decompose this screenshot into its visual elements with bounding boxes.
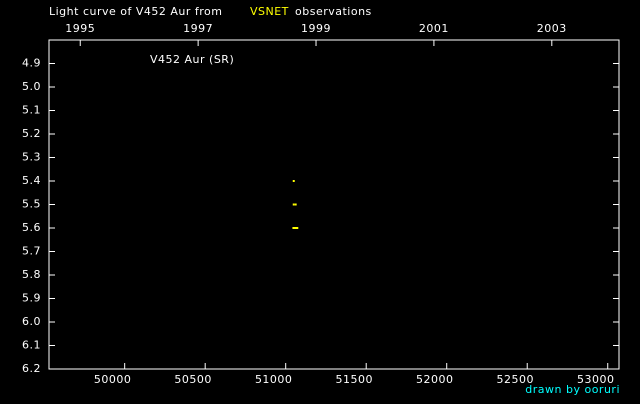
chart-title: Light curve of V452 Aur from [49, 5, 223, 18]
y-tick-label: 6.2 [22, 362, 41, 375]
data-point [294, 203, 297, 206]
x-tick-label: 53000 [577, 373, 615, 386]
y-tick-label: 5.4 [22, 174, 41, 187]
y-tick-label: 5.9 [22, 292, 41, 305]
data-point [296, 227, 299, 229]
data-point [295, 227, 297, 229]
x-tick-label: 50500 [174, 373, 212, 386]
y-tick-label: 6.1 [22, 339, 41, 352]
y-tick-label: 5.6 [22, 221, 41, 234]
data-point [292, 203, 295, 206]
credit: drawn by ooruri [525, 383, 620, 396]
x2-tick-label: 1997 [183, 22, 213, 35]
star-label: V452 Aur (SR) [150, 53, 234, 66]
y-tick-label: 4.9 [22, 57, 41, 70]
y-tick-label: 6.0 [22, 315, 41, 328]
chart-title-source: VSNET [250, 5, 289, 18]
x-tick-label: 52000 [416, 373, 454, 386]
data-point [293, 227, 296, 229]
x-tick-label: 52500 [496, 373, 534, 386]
y-tick-label: 5.2 [22, 127, 41, 140]
x2-tick-label: 1999 [301, 22, 331, 35]
x-tick-label: 50000 [94, 373, 132, 386]
y-tick-label: 5.0 [22, 80, 41, 93]
y-tick-label: 5.5 [22, 198, 41, 211]
x2-tick-label: 2003 [537, 22, 567, 35]
chart-title-suffix: observations [295, 5, 372, 18]
x-tick-label: 51000 [255, 373, 293, 386]
y-tick-label: 5.8 [22, 268, 41, 281]
x-tick-label: 51500 [335, 373, 373, 386]
x2-tick-label: 2001 [419, 22, 449, 35]
y-tick-label: 5.7 [22, 245, 41, 258]
data-point [292, 227, 295, 229]
y-tick-label: 5.3 [22, 151, 41, 164]
y-tick-label: 5.1 [22, 104, 41, 117]
x2-tick-label: 1995 [65, 22, 95, 35]
data-point [292, 180, 295, 182]
